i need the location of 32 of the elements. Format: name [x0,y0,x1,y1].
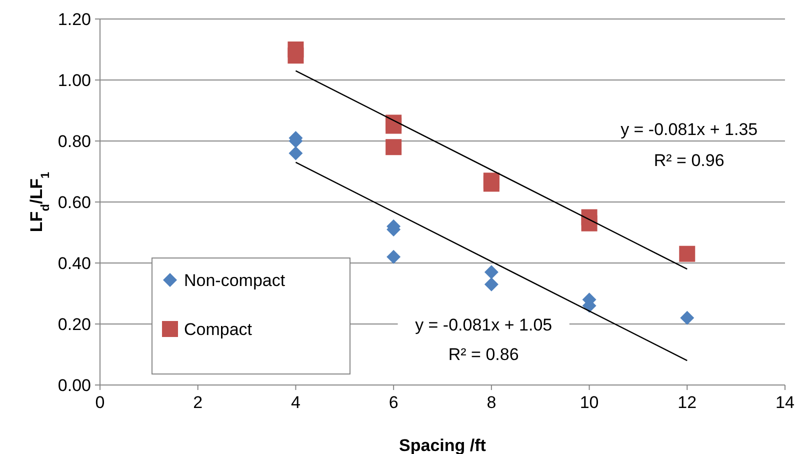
x-tick-label: 12 [678,393,697,412]
point [680,310,694,325]
legend-label: Non-compact [184,271,286,290]
point [288,48,304,64]
point [679,246,696,262]
x-tick-label: 6 [388,393,398,412]
point [386,139,402,156]
legend-label: Compact [184,320,252,339]
x-tick-label: 8 [486,393,496,412]
point [386,250,401,264]
y-tick-label: 0.60 [58,193,91,212]
x-tick-label: 14 [776,393,794,412]
point [483,176,500,192]
point [386,118,402,134]
y-tick-label: 0.00 [58,376,91,395]
y-tick-label: 0.80 [58,132,91,151]
y-tick-label: 1.20 [58,10,91,29]
annotation: R² = 0.86 [448,344,519,364]
y-tick-label: 0.40 [58,254,91,273]
point [288,146,303,160]
x-tick-label: 4 [290,393,300,412]
x-tick-label: 10 [580,393,599,412]
point [484,277,498,292]
annotation: y = -0.081x + 1.05 [415,316,552,335]
point [581,215,598,232]
annotation: y = -0.081x + 1.35 [620,120,758,139]
x-tick-label: 0 [95,393,105,412]
y-tick-label: 0.20 [58,315,91,334]
point [484,265,498,280]
y-tick-label: 1.00 [58,71,91,90]
annotation: R² = 0.96 [654,150,724,170]
x-tick-label: 2 [193,393,203,412]
